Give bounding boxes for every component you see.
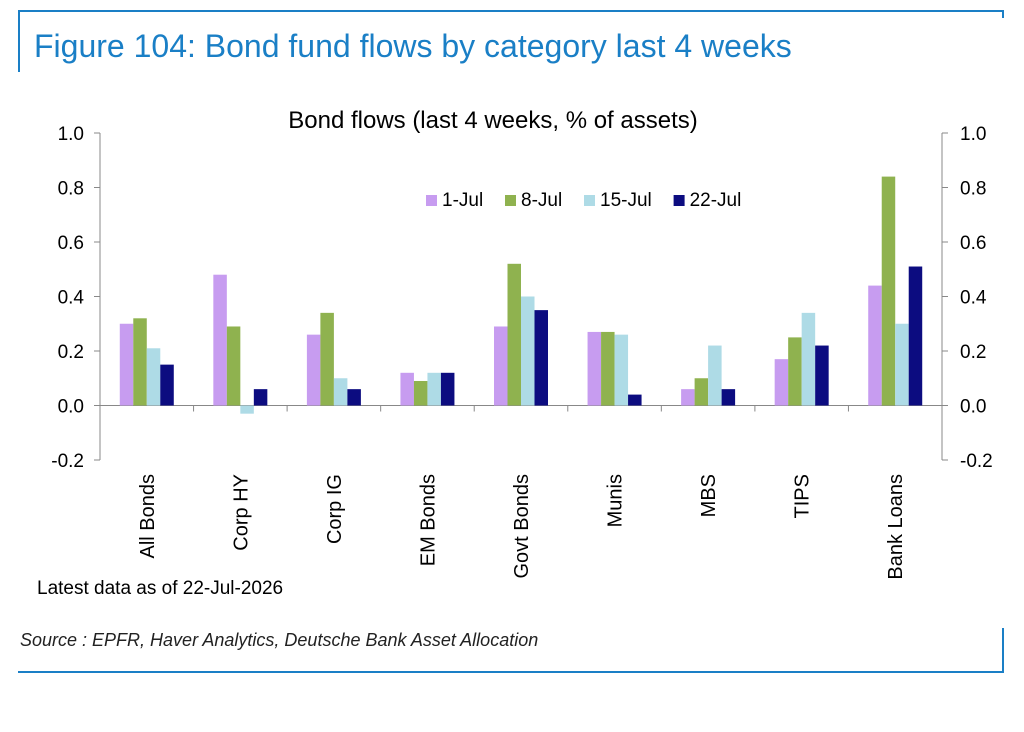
legend-swatch-8-jul [505, 195, 516, 206]
bar-15-jul-em-bonds [427, 372, 441, 406]
y-tick-label-left: 1.0 [58, 124, 84, 145]
frame-top-rule [18, 10, 1004, 12]
legend-label-15-jul: 15-Jul [600, 190, 652, 211]
y-tick-label-right: 1.0 [960, 124, 986, 145]
figure-title: Figure 104: Bond fund flows by category … [34, 28, 792, 64]
bar-1-jul-mbs [681, 389, 695, 406]
bar-1-jul-govt-bonds [494, 326, 508, 406]
y-tick-label-left: 0.6 [58, 233, 84, 254]
bar-8-jul-bank-loans [881, 176, 896, 406]
bar-1-jul-munis [587, 331, 602, 406]
bar-22-jul-mbs [721, 389, 736, 406]
y-tick-label-left: 0.8 [58, 179, 84, 200]
y-tick-label-right: -0.2 [960, 451, 993, 472]
x-category-label: Bank Loans [885, 474, 907, 580]
bar-8-jul-munis [601, 331, 615, 406]
bar-1-jul-tips [774, 359, 789, 406]
x-category-label: Munis [605, 474, 627, 527]
x-category-label: Corp IG [324, 474, 346, 544]
legend-label-8-jul: 8-Jul [521, 190, 562, 211]
bar-1-jul-corp-ig [306, 334, 321, 406]
bar-22-jul-munis [628, 394, 642, 406]
y-tick-label-right: 0.8 [960, 179, 986, 200]
x-category-label: EM Bonds [417, 474, 439, 566]
bar-8-jul-em-bonds [413, 380, 428, 406]
frame-bottom-rule [18, 671, 1004, 673]
bar-1-jul-corp-hy [213, 274, 227, 406]
bar-8-jul-mbs [694, 378, 709, 406]
frame-left-rule [18, 10, 20, 72]
y-tick-label-right: 0.6 [960, 233, 986, 254]
x-category-label: Govt Bonds [511, 474, 533, 579]
frame-right-rule-lower [1002, 628, 1004, 673]
y-tick-label-left: -0.2 [51, 451, 84, 472]
bar-8-jul-corp-hy [226, 326, 241, 406]
legend-label-1-jul: 1-Jul [442, 190, 483, 211]
bond-flows-chart: Bond flows (last 4 weeks, % of assets) -0… [37, 107, 993, 599]
frame-right-rule [1002, 10, 1004, 18]
bar-1-jul-all-bonds [119, 323, 134, 406]
bar-8-jul-tips [788, 337, 802, 406]
bar-15-jul-tips [801, 312, 816, 406]
bar-22-jul-all-bonds [160, 364, 174, 406]
chart-title: Bond flows (last 4 weeks, % of assets) [288, 107, 698, 134]
bar-22-jul-em-bonds [440, 372, 455, 406]
bar-15-jul-all-bonds [146, 348, 161, 406]
legend-swatch-15-jul [584, 195, 595, 206]
footnote-latest-data: Latest data as of 22-Jul-2026 [37, 578, 283, 599]
bar-15-jul-corp-hy [240, 405, 254, 414]
bar-22-jul-corp-ig [347, 389, 361, 406]
bar-1-jul-bank-loans [868, 285, 882, 406]
bar-15-jul-munis [614, 334, 629, 406]
legend-swatch-1-jul [426, 195, 437, 206]
bar-1-jul-em-bonds [400, 372, 414, 406]
y-tick-label-right: 0.4 [960, 288, 987, 309]
bar-8-jul-govt-bonds [507, 263, 521, 406]
bar-15-jul-govt-bonds [521, 296, 535, 406]
y-tick-label-left: 0.4 [58, 288, 85, 309]
x-category-label: TIPS [792, 474, 814, 518]
bar-22-jul-corp-hy [253, 389, 268, 406]
bar-15-jul-mbs [708, 345, 722, 406]
source-note: Source : EPFR, Haver Analytics, Deutsche… [20, 630, 539, 650]
bar-15-jul-bank-loans [895, 323, 909, 406]
y-tick-label-right: 0.2 [960, 342, 986, 363]
bar-22-jul-tips [815, 345, 829, 406]
y-tick-label-left: 0.0 [58, 397, 84, 418]
bar-22-jul-bank-loans [908, 266, 923, 406]
x-category-label: Corp HY [230, 474, 252, 551]
bar-8-jul-corp-ig [320, 312, 334, 406]
bar-22-jul-govt-bonds [534, 310, 548, 406]
legend-swatch-22-jul [673, 195, 685, 206]
legend-label-22-jul: 22-Jul [690, 190, 742, 211]
y-tick-label-right: 0.0 [960, 397, 986, 418]
x-category-label: All Bonds [137, 474, 159, 559]
bar-8-jul-all-bonds [133, 318, 147, 406]
x-category-label: MBS [698, 474, 720, 517]
y-tick-label-left: 0.2 [58, 342, 84, 363]
bar-15-jul-corp-ig [333, 378, 348, 406]
